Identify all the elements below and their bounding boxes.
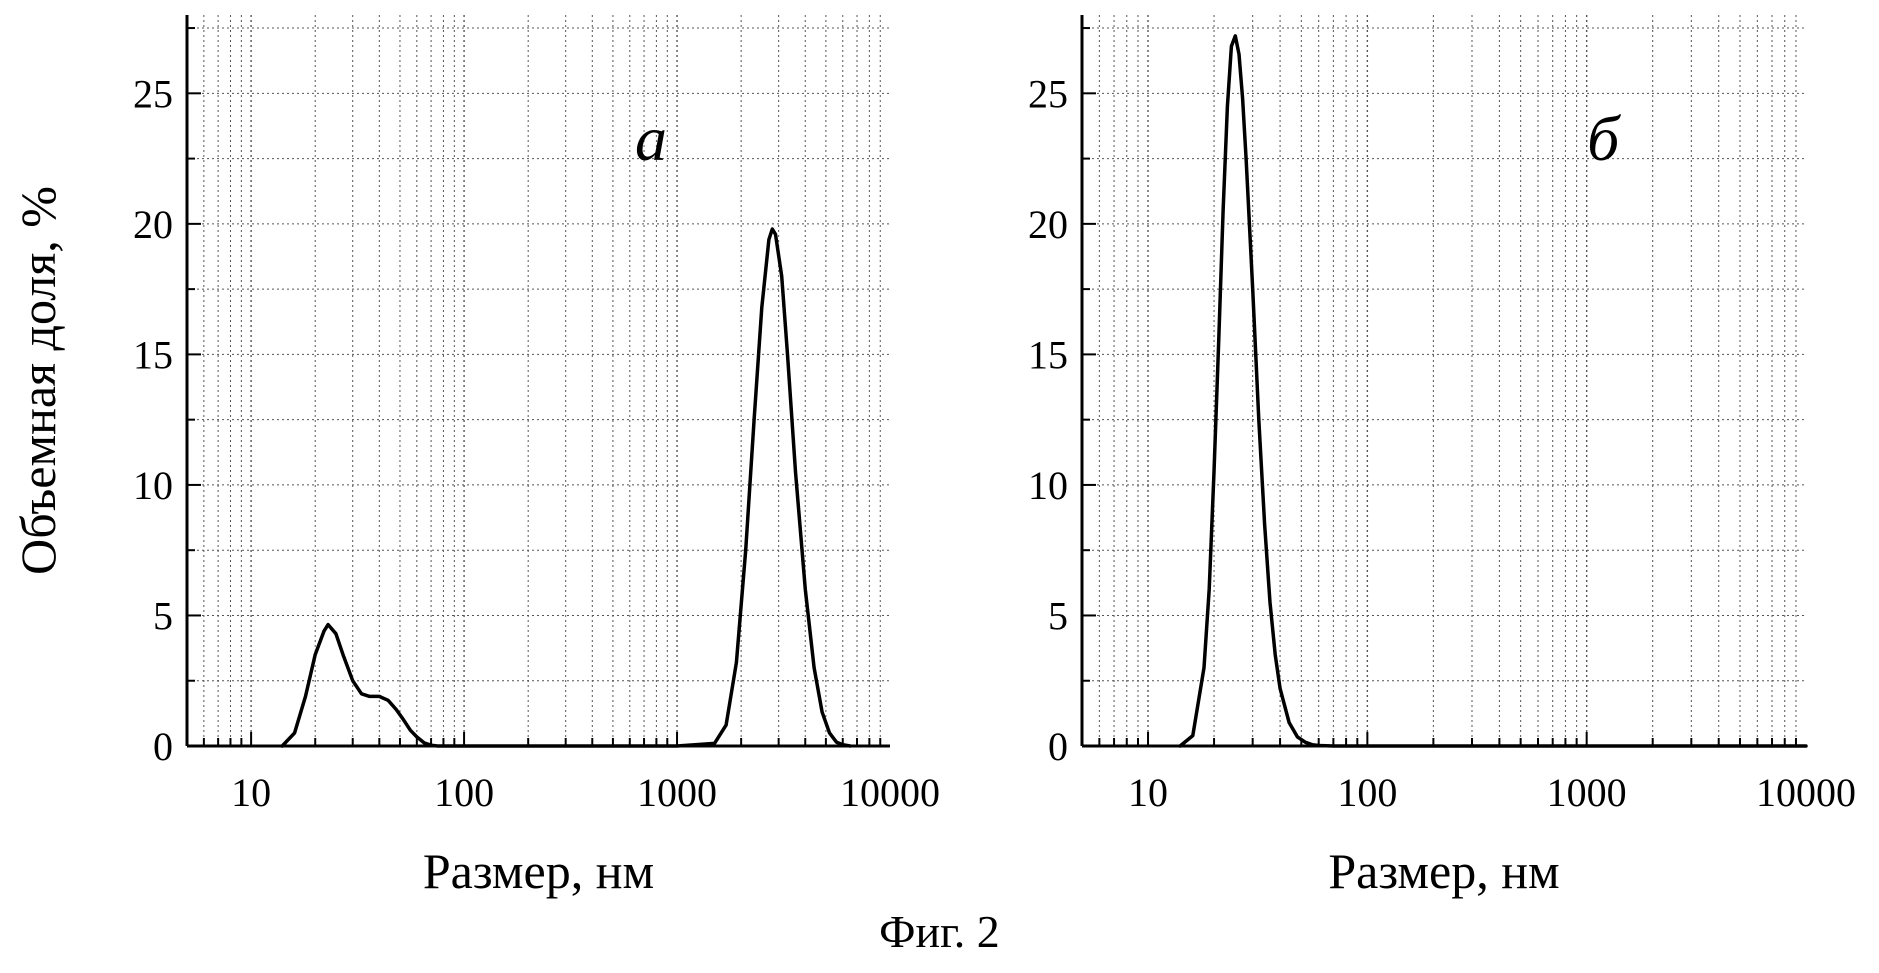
panel-2-x-tick-label: 10 <box>1128 770 1168 815</box>
panel-2-y-tick-label: 20 <box>1028 202 1068 247</box>
panel-2-y-tick-label: 25 <box>1028 71 1068 116</box>
panel-2-x-tick-label: 100 <box>1337 770 1397 815</box>
panel-2-y-tick-label: 15 <box>1028 332 1068 377</box>
panel-1-y-tick-label: 0 <box>153 724 173 769</box>
panel-2-y-tick-label: 5 <box>1048 593 1068 638</box>
panel-1-x-tick-label: 100 <box>434 770 494 815</box>
panel-1-y-tick-label: 10 <box>133 463 173 508</box>
panel-2-y-tick-label: 0 <box>1048 724 1068 769</box>
panel-1-series-line <box>280 227 852 748</box>
panel-1-y-tick-label: 5 <box>153 593 173 638</box>
panel-1-y-axis-label: Объемная доля, % <box>10 186 66 575</box>
panel-1-x-tick-label: 10 <box>231 770 271 815</box>
panel-2-x-axis-label: Размер, нм <box>1328 843 1559 899</box>
panel-1-x-tick-label: 1000 <box>637 770 717 815</box>
panel-1-x-tick-label: 10000 <box>840 770 940 815</box>
panel-1-panel-label: а <box>635 103 667 174</box>
panel-1-x-axis-label: Размер, нм <box>423 843 654 899</box>
panel-2-y-tick-label: 10 <box>1028 463 1068 508</box>
panel-1-y-tick-label: 20 <box>133 202 173 247</box>
panel-2-x-tick-label: 10000 <box>1756 770 1856 815</box>
panel-2-panel-label: б <box>1587 103 1621 174</box>
panel-1-y-tick-label: 25 <box>133 71 173 116</box>
panel-1-y-tick-label: 15 <box>133 332 173 377</box>
figure-caption: Фиг. 2 <box>879 906 1000 957</box>
panel-2-series-line <box>1178 34 1808 748</box>
panel-2-x-tick-label: 1000 <box>1547 770 1627 815</box>
